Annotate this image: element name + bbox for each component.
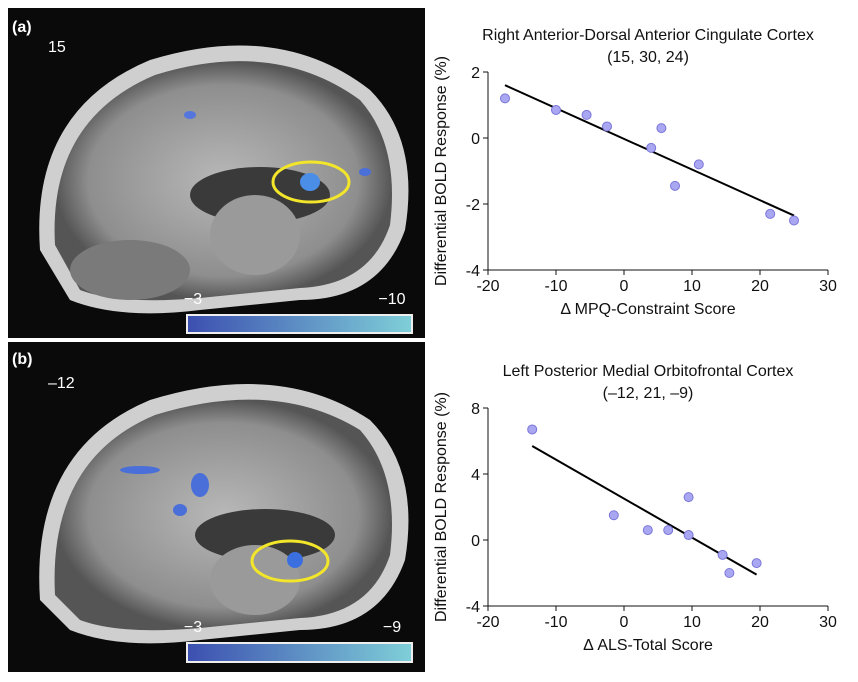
x-tick-label: 10 xyxy=(683,278,701,295)
x-tick-label: -20 xyxy=(476,278,499,295)
point xyxy=(718,550,727,559)
y-tick-label: -2 xyxy=(466,197,480,214)
point xyxy=(752,559,761,568)
point xyxy=(582,110,591,119)
point xyxy=(694,160,703,169)
point xyxy=(684,531,693,540)
point xyxy=(603,122,612,131)
x-tick-label: 30 xyxy=(819,614,837,631)
point xyxy=(790,216,799,225)
point xyxy=(664,526,673,535)
point xyxy=(766,209,775,218)
x-tick-label: 0 xyxy=(620,278,629,295)
x-tick-label: 20 xyxy=(751,278,769,295)
y-tick-label: -4 xyxy=(466,263,480,280)
slice-label: –12 xyxy=(48,375,75,392)
x-tick-label: 0 xyxy=(620,614,629,631)
x-tick-label: 10 xyxy=(683,614,701,631)
point xyxy=(725,569,734,578)
panel-label: (b) xyxy=(12,351,32,368)
point xyxy=(643,526,652,535)
y-tick-label: 0 xyxy=(471,533,480,550)
x-tick-label: -10 xyxy=(544,614,567,631)
chart-subtitle: (–12, 21, –9) xyxy=(603,385,694,402)
point xyxy=(671,181,680,190)
colorbar-label: −10 xyxy=(378,291,405,308)
point xyxy=(552,105,561,114)
y-tick-label: 4 xyxy=(471,467,480,484)
chart-title: Left Posterior Medial Orbitofrontal Cort… xyxy=(503,363,794,380)
slice-label: 15 xyxy=(48,39,66,56)
point xyxy=(609,511,618,520)
x-tick-label: 30 xyxy=(819,278,837,295)
panel-label: (a) xyxy=(12,19,32,36)
colorbar-label: −3 xyxy=(184,619,202,636)
x-axis-label: Δ ALS-Total Score xyxy=(583,637,713,654)
y-tick-label: -4 xyxy=(466,599,480,616)
x-tick-label: -20 xyxy=(476,614,499,631)
colorbar-label: −9 xyxy=(383,619,401,636)
point xyxy=(647,143,656,152)
y-tick-label: 8 xyxy=(471,401,480,418)
x-axis-label: Δ MPQ-Constraint Score xyxy=(560,301,735,318)
x-tick-label: -10 xyxy=(544,278,567,295)
y-axis-label: Differential BOLD Response (%) xyxy=(433,56,450,286)
colorbar-label: −3 xyxy=(184,291,202,308)
y-axis-label: Differential BOLD Response (%) xyxy=(433,392,450,622)
point xyxy=(501,94,510,103)
chart-subtitle: (15, 30, 24) xyxy=(607,49,689,66)
chart-title: Right Anterior-Dorsal Anterior Cingulate… xyxy=(482,27,814,44)
brain-image-a xyxy=(8,8,425,338)
x-tick-label: 20 xyxy=(751,614,769,631)
y-tick-label: 0 xyxy=(471,131,480,148)
y-tick-label: 2 xyxy=(471,65,480,82)
point xyxy=(657,124,666,133)
figure: (a) 15 −3 −10 (b) –12 −3 −9 Right Anteri… xyxy=(0,0,858,682)
point xyxy=(528,425,537,434)
point xyxy=(684,493,693,502)
